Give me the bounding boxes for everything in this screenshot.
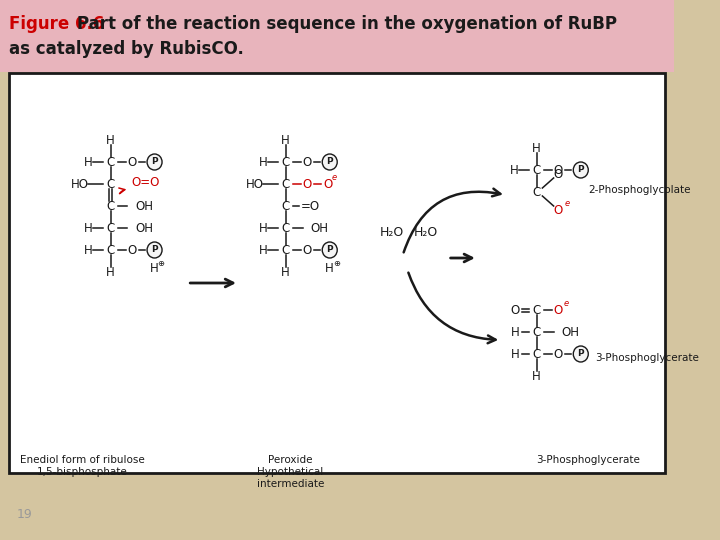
Text: 3-Phosphoglycerate: 3-Phosphoglycerate	[536, 455, 640, 465]
Text: HO: HO	[71, 178, 89, 191]
Text: C: C	[533, 303, 541, 316]
Text: H: H	[106, 133, 115, 146]
Text: ⊕: ⊕	[333, 259, 340, 267]
Text: H: H	[282, 133, 290, 146]
Text: C: C	[107, 178, 114, 191]
Text: O: O	[554, 164, 563, 177]
Circle shape	[323, 154, 337, 170]
Text: C: C	[282, 199, 290, 213]
Text: OH: OH	[310, 221, 328, 234]
Text: =O: =O	[301, 199, 320, 213]
Text: C: C	[533, 348, 541, 361]
Circle shape	[573, 162, 588, 178]
Text: C: C	[282, 221, 290, 234]
Text: as catalyzed by RubisCO.: as catalyzed by RubisCO.	[9, 40, 244, 58]
Text: C: C	[533, 186, 541, 199]
Text: C: C	[107, 156, 114, 168]
Text: C: C	[107, 244, 114, 256]
Text: H: H	[532, 141, 541, 154]
Text: O: O	[554, 348, 563, 361]
Text: C: C	[107, 221, 114, 234]
Text: O: O	[323, 178, 333, 191]
Text: OH: OH	[135, 199, 153, 213]
Text: H: H	[532, 369, 541, 382]
Text: P: P	[577, 349, 584, 359]
Circle shape	[573, 346, 588, 362]
Text: 3-Phosphoglycerate: 3-Phosphoglycerate	[595, 353, 698, 363]
Circle shape	[147, 242, 162, 258]
Text: C: C	[282, 178, 290, 191]
Bar	[0, 0, 675, 72]
Text: C: C	[533, 164, 541, 177]
Text: 1,5-bisphosphate: 1,5-bisphosphate	[37, 467, 128, 477]
Text: HO: HO	[246, 178, 264, 191]
Text: O: O	[127, 156, 137, 168]
Text: Part of the reaction sequence in the oxygenation of RuBP: Part of the reaction sequence in the oxy…	[77, 15, 617, 33]
Text: O: O	[302, 244, 312, 256]
Text: C: C	[282, 156, 290, 168]
Text: H: H	[259, 244, 268, 256]
Text: intermediate: intermediate	[257, 479, 324, 489]
Text: Enediol form of ribulose: Enediol form of ribulose	[20, 455, 145, 465]
Text: O=O: O=O	[131, 177, 160, 190]
Text: H: H	[259, 221, 268, 234]
Text: H: H	[259, 156, 268, 168]
Text: O: O	[510, 303, 520, 316]
Text: O: O	[554, 204, 563, 217]
Text: P: P	[577, 165, 584, 174]
Circle shape	[147, 154, 162, 170]
Text: H: H	[106, 266, 115, 279]
Text: Figure 6.6: Figure 6.6	[9, 15, 110, 33]
Text: P: P	[326, 158, 333, 166]
Text: 2-Phosphoglycolate: 2-Phosphoglycolate	[588, 185, 690, 195]
Text: H: H	[510, 326, 520, 339]
Text: H: H	[325, 261, 334, 274]
Text: P: P	[151, 246, 158, 254]
Text: H: H	[84, 244, 92, 256]
Text: C: C	[282, 244, 290, 256]
Text: e: e	[332, 172, 337, 181]
Text: H: H	[84, 156, 92, 168]
Text: OH: OH	[135, 221, 153, 234]
Text: C: C	[107, 199, 114, 213]
Text: Hypothetical: Hypothetical	[257, 467, 323, 477]
Circle shape	[323, 242, 337, 258]
Text: OH: OH	[561, 326, 579, 339]
Text: H: H	[84, 221, 92, 234]
Text: C: C	[533, 326, 541, 339]
Text: P: P	[151, 158, 158, 166]
Text: O: O	[127, 244, 137, 256]
Text: H: H	[510, 164, 518, 177]
Text: 19: 19	[17, 508, 32, 521]
Text: H: H	[510, 348, 520, 361]
Text: O: O	[554, 167, 563, 180]
Text: H: H	[150, 261, 159, 274]
Text: O: O	[302, 156, 312, 168]
Text: e: e	[564, 199, 570, 208]
Text: H₂O: H₂O	[414, 226, 438, 240]
Text: H: H	[282, 266, 290, 279]
Text: O: O	[554, 303, 563, 316]
Text: Peroxide: Peroxide	[268, 455, 312, 465]
Text: O: O	[302, 178, 312, 191]
Text: e: e	[563, 299, 568, 307]
Bar	[9, 73, 665, 473]
Text: P: P	[326, 246, 333, 254]
Text: ⊕: ⊕	[158, 259, 165, 267]
Text: H₂O: H₂O	[379, 226, 404, 240]
